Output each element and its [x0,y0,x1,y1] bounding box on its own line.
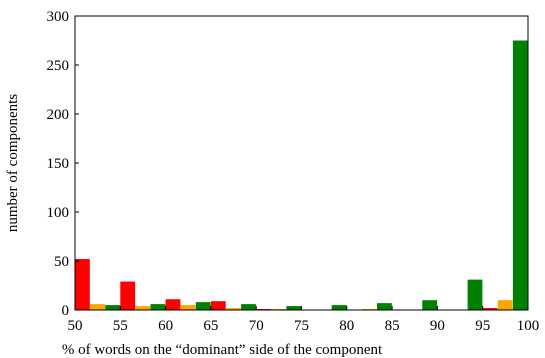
bar-series2-bin7 [422,300,438,310]
y-tick-label-5: 250 [47,58,70,74]
x-tick-label-0: 50 [68,318,83,334]
plot-frame [74,15,529,311]
bar-series2-bin4 [286,306,302,310]
x-tick-label-7: 85 [385,318,400,334]
x-tick-label-5: 75 [294,318,309,334]
y-tick-label-4: 200 [47,107,70,123]
bar-series1-bin0 [90,304,105,310]
bar-series2-bin8 [467,279,483,310]
axes-group: 50 55 60 65 70 75 80 85 90 95 10005010015020025030… [47,9,540,334]
bar-series2-bin1 [150,304,166,310]
y-tick-label-2: 100 [47,205,70,221]
bar-series0-bin1 [120,281,136,310]
bar-series2-bin3 [241,304,256,310]
x-tick-label-3: 65 [203,318,218,334]
x-axis-title: % of words on the “dominant” side of the… [62,342,383,358]
y-tick-label-1: 50 [54,254,69,270]
x-tick-label-9: 95 [475,318,490,334]
bar-series0-bin2 [165,299,181,310]
bar-series2-bin5 [331,305,347,310]
bar-series0-bin9 [482,308,498,310]
bars-group [75,40,528,310]
bar-series0-bin3 [210,301,226,310]
bar-series1-bin3 [226,308,241,310]
bar-series2-bin9 [512,40,528,310]
bar-series1-bin2 [180,305,196,310]
x-tick-label-4: 70 [249,318,264,334]
x-tick-label-8: 90 [430,318,445,334]
bar-series2-bin2 [195,302,211,310]
x-tick-label-2: 60 [158,318,173,334]
y-tick-label-6: 300 [47,9,70,25]
bar-series2-bin0 [105,305,120,310]
x-tick-label-6: 80 [339,318,354,334]
bar-series2-bin6 [377,303,392,310]
y-axis-title: number of components [5,94,21,232]
x-tick-label-1: 55 [113,318,128,334]
bar-series1-bin1 [135,306,151,310]
bar-series1-bin9 [497,300,513,310]
y-tick-label-3: 150 [47,156,70,172]
bar-series0-bin0 [75,259,90,310]
y-tick-label-0: 0 [62,303,70,319]
x-tick-label-10: 100 [517,318,540,334]
